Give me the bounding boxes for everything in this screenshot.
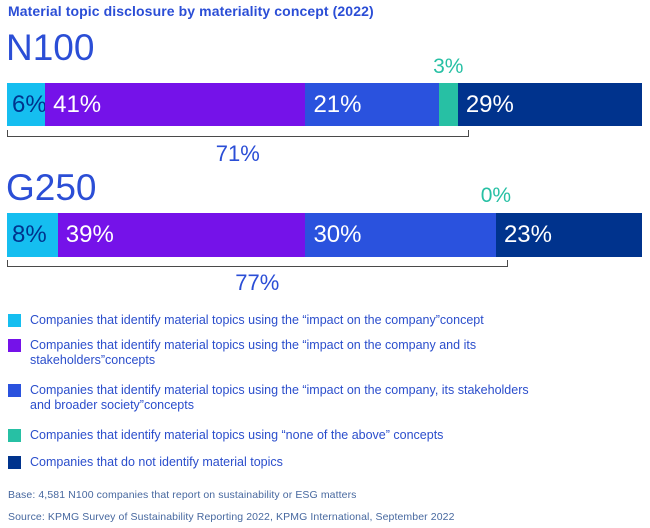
legend-swatch-icon <box>8 384 21 397</box>
category-heading-g250: G250 <box>6 167 97 208</box>
legend-item: Companies that identify material topics … <box>8 313 484 328</box>
legend-item-label: Companies that identify material topics … <box>30 338 477 367</box>
legend-swatch-icon <box>8 314 21 327</box>
bar-segment: 30% <box>305 213 496 257</box>
chart-title: Material topic disclosure by materiality… <box>8 3 374 19</box>
segment-value-label: 30% <box>313 221 362 248</box>
bracket-g250 <box>7 260 508 267</box>
bar-segment: 23% <box>495 213 642 257</box>
segment-value-label: 6% <box>12 90 47 118</box>
legend-item: Companies that do not identify material … <box>8 455 283 470</box>
legend-item-label: Companies that identify material topics … <box>30 383 529 412</box>
segment-value-label: 29% <box>465 90 514 118</box>
bar-segment <box>438 83 458 126</box>
above-labels-n100: 3% <box>7 53 642 79</box>
segment-value-label: 8% <box>12 221 47 248</box>
segment-value-label: 41% <box>53 90 102 118</box>
above-segment-label: 3% <box>433 55 464 78</box>
legend-item: Companies that identify material topics … <box>8 338 476 368</box>
bracket-total-g250: 77% <box>235 270 280 295</box>
segment-value-label: 23% <box>503 221 552 248</box>
legend-item: Companies that identify material topics … <box>8 428 443 443</box>
bar-segment: 8% <box>7 213 58 257</box>
segment-value-label: 39% <box>65 221 114 248</box>
bracket-n100 <box>7 130 469 137</box>
bar-segment: 29% <box>457 83 642 126</box>
legend-item: Companies that identify material topics … <box>8 383 529 413</box>
bar-segment: 21% <box>305 83 439 126</box>
legend-item-label: Companies that identify material topics … <box>30 313 484 327</box>
bar-segment: 41% <box>45 83 306 126</box>
bracket-total-n100: 71% <box>215 141 260 166</box>
stacked-bar-n100: 6% 41% 21% 29% <box>7 83 642 126</box>
bar-segment: 6% <box>7 83 47 126</box>
legend-item-label: Companies that identify material topics … <box>30 428 444 442</box>
legend-swatch-icon <box>8 429 21 442</box>
bar-segment: 39% <box>57 213 306 257</box>
above-segment-label: 0% <box>480 184 512 207</box>
legend-swatch-icon <box>8 339 21 352</box>
above-labels-g250: 0% <box>7 182 642 208</box>
category-heading-n100: N100 <box>6 27 95 68</box>
base-note: Base: 4,581 N100 companies that report o… <box>8 489 357 501</box>
legend-swatch-icon <box>8 456 21 469</box>
source-note: Source: KPMG Survey of Sustainability Re… <box>8 511 455 523</box>
segment-value-label: 21% <box>313 90 362 118</box>
stacked-bar-g250: 8% 39% 30% 23% <box>7 213 642 257</box>
legend-item-label: Companies that do not identify material … <box>30 455 283 469</box>
